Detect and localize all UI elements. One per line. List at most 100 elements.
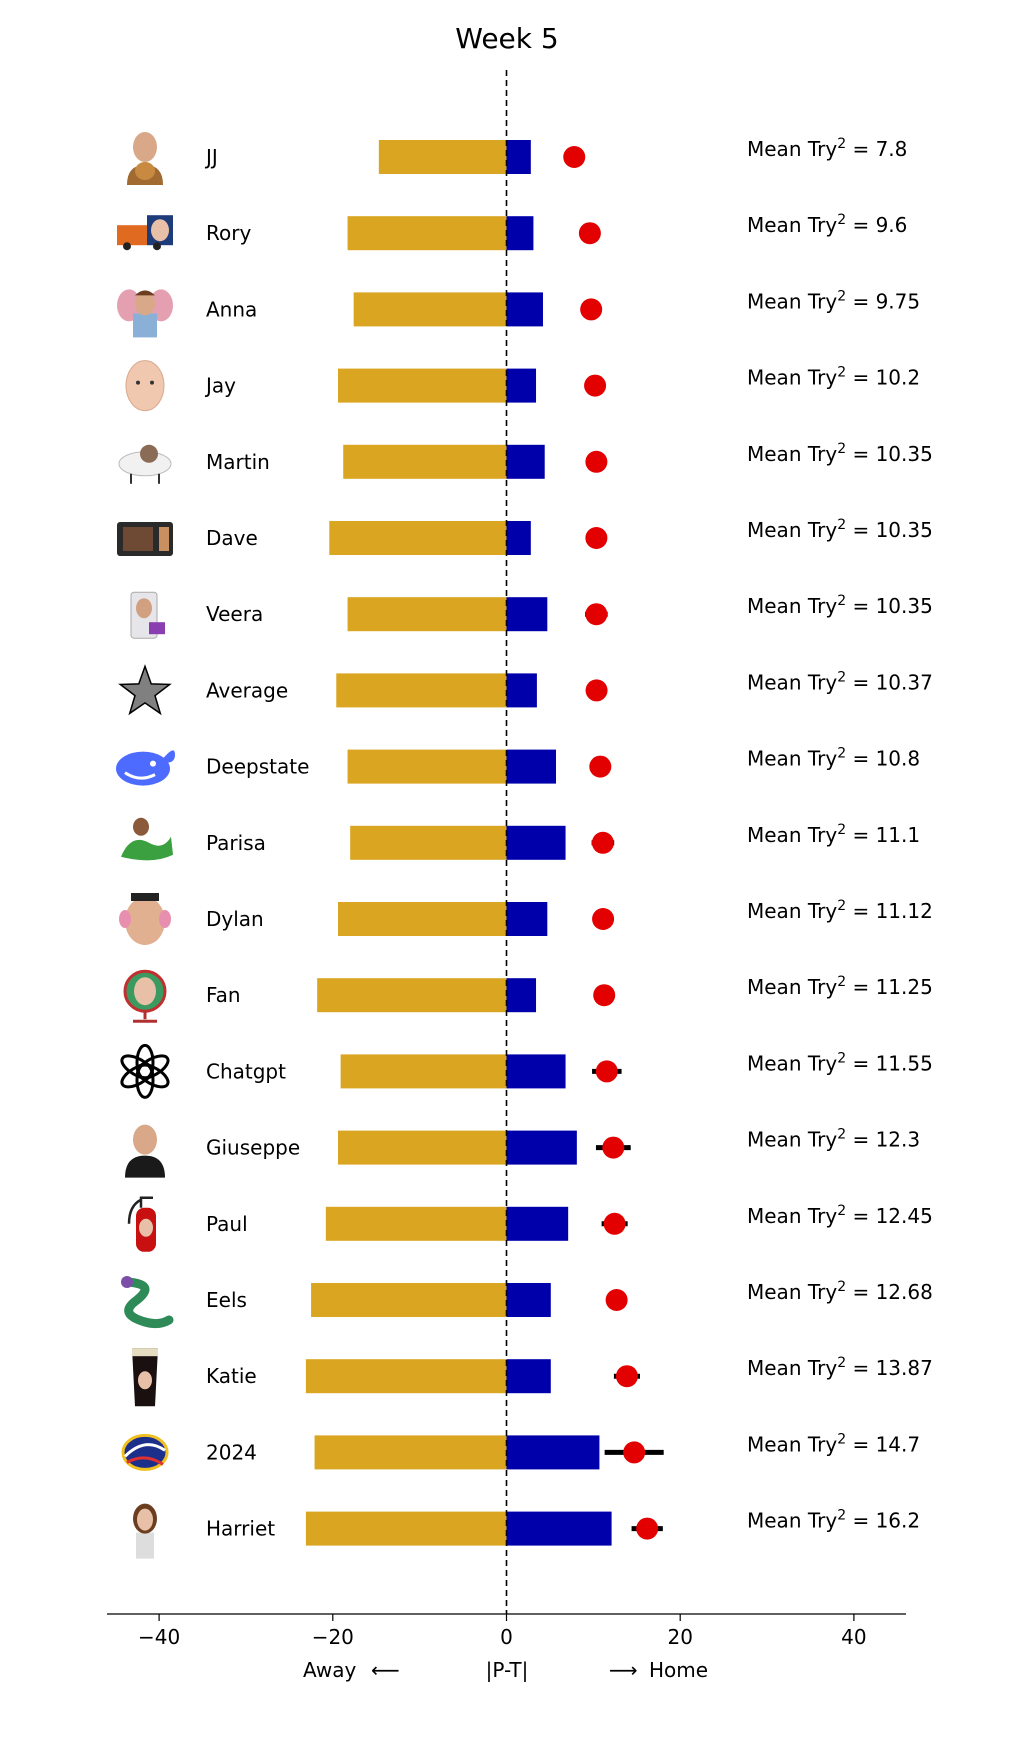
mean-marker <box>623 1441 646 1464</box>
row-eels: Eels Mean Try2 = 12.68 <box>121 1276 933 1329</box>
row-parisa: Parisa Mean Try2 = 11.1 <box>121 817 920 861</box>
x-tick-label: 20 <box>667 1625 692 1649</box>
away-bar <box>378 140 507 174</box>
away-bar <box>325 1206 507 1241</box>
away-bar <box>347 597 507 632</box>
home-bar <box>506 521 531 555</box>
row-name: Eels <box>206 1288 247 1312</box>
xlabel-home: Home <box>649 1658 708 1682</box>
mean-try-label: Mean Try2 = 9.6 <box>747 212 907 237</box>
sheep-icon <box>118 444 172 484</box>
mean-marker <box>602 1136 625 1159</box>
home-bar <box>506 597 548 632</box>
mean-try-label: Mean Try2 = 13.87 <box>747 1355 933 1380</box>
pint-glass-icon <box>132 1348 158 1407</box>
home-bar <box>506 216 534 251</box>
row-chatgpt: Chatgpt Mean Try2 = 11.55 <box>120 1043 933 1099</box>
row-name: Anna <box>206 297 257 321</box>
mean-try-label: Mean Try2 = 10.8 <box>747 746 920 771</box>
row-anna: Anna Mean Try2 = 9.75 <box>117 288 920 338</box>
mean-try-label: Mean Try2 = 9.75 <box>747 288 920 313</box>
row-paul: Paul Mean Try2 = 12.45 <box>127 1196 933 1252</box>
row-giuseppe: Giuseppe Mean Try2 = 12.3 <box>125 1124 920 1178</box>
away-bar <box>343 444 507 479</box>
away-bar <box>347 216 507 251</box>
row-name: Fan <box>206 983 241 1007</box>
mean-try-label: Mean Try2 = 10.37 <box>747 669 933 694</box>
away-bar <box>305 1511 507 1546</box>
dinosaur-photo-icon <box>121 817 173 861</box>
xlabel-center: |P-T| <box>486 1658 529 1682</box>
xlabel-away-arrow: ⟵ <box>371 1658 400 1682</box>
away-bar <box>338 1130 507 1165</box>
mean-marker <box>585 603 608 626</box>
row-harriet: Harriet Mean Try2 = 16.2 <box>133 1503 920 1559</box>
xlabel-away: Away <box>303 1658 356 1682</box>
home-bar <box>506 673 537 708</box>
row-name: Jay <box>204 374 236 398</box>
mean-try-label: Mean Try2 = 14.7 <box>747 1431 920 1456</box>
mean-marker <box>589 755 612 778</box>
away-bar <box>329 521 507 555</box>
away-bar <box>340 1054 507 1089</box>
row-name: Martin <box>206 450 270 474</box>
whale-logo-icon <box>116 750 175 786</box>
rugby-2024-logo-icon <box>121 1433 169 1471</box>
home-bar <box>506 1283 551 1317</box>
home-bar <box>506 1511 612 1546</box>
microwave-icon <box>117 522 173 556</box>
home-bar <box>506 1359 551 1394</box>
row-name: Veera <box>206 602 263 626</box>
elephant-photo-icon <box>117 289 173 338</box>
row-veera: Veera Mean Try2 = 10.35 <box>130 591 933 639</box>
mean-try-label: Mean Try2 = 11.55 <box>747 1050 933 1075</box>
openai-logo-icon <box>120 1043 170 1099</box>
chart-title: Week 5 <box>455 22 558 55</box>
mean-try-label: Mean Try2 = 10.2 <box>747 365 920 390</box>
row-name: Average <box>206 678 288 702</box>
home-bar <box>506 368 537 403</box>
away-bar <box>314 1435 507 1470</box>
home-bar <box>506 749 557 784</box>
row-jay: Jay Mean Try2 = 10.2 <box>125 360 920 412</box>
home-bar <box>506 978 537 1013</box>
home-bar <box>506 1130 577 1165</box>
row-deepstate: Deepstate Mean Try2 = 10.8 <box>116 746 920 786</box>
mean-marker <box>593 984 616 1007</box>
row-name: Dave <box>206 526 258 550</box>
mean-marker <box>636 1517 659 1540</box>
globe-photo-icon <box>123 969 167 1023</box>
mean-try-label: Mean Try2 = 10.35 <box>747 517 933 542</box>
row-name: Paul <box>206 1212 248 1236</box>
mean-try-label: Mean Try2 = 12.45 <box>747 1203 933 1228</box>
row-name: Chatgpt <box>206 1059 286 1083</box>
mean-try-label: Mean Try2 = 7.8 <box>747 136 907 161</box>
woman-photo-icon <box>133 1503 157 1559</box>
away-bar <box>311 1283 507 1317</box>
row-fan: Fan Mean Try2 = 11.25 <box>123 969 933 1023</box>
away-bar <box>305 1359 507 1394</box>
row-jj: JJ Mean Try2 = 7.8 <box>127 132 907 185</box>
away-bar <box>338 368 507 403</box>
row-name: Deepstate <box>206 755 309 779</box>
home-bar <box>506 1206 569 1241</box>
mean-marker <box>605 1289 628 1311</box>
mean-try-label: Mean Try2 = 11.1 <box>747 822 920 847</box>
row-dave: Dave Mean Try2 = 10.35 <box>117 517 933 556</box>
x-axis: −40 −20 0 20 40 <box>107 1613 906 1649</box>
mean-try-label: Mean Try2 = 10.35 <box>747 441 933 466</box>
row-name: Katie <box>206 1364 257 1388</box>
row-dylan: Dylan Mean Try2 = 11.12 <box>119 893 933 945</box>
baby-face-icon <box>125 360 165 412</box>
row-name: Rory <box>206 221 251 245</box>
away-bar <box>347 749 507 784</box>
avatar-photo-icon <box>127 132 163 185</box>
away-bar <box>338 902 507 936</box>
away-bar <box>350 825 507 860</box>
mean-try-label: Mean Try2 = 10.35 <box>747 593 933 618</box>
eel-icon <box>121 1276 174 1329</box>
mean-marker <box>578 222 601 245</box>
row-name: Parisa <box>206 831 266 855</box>
person-photo-icon <box>125 1124 165 1178</box>
row-martin: Martin Mean Try2 = 10.35 <box>118 441 933 484</box>
